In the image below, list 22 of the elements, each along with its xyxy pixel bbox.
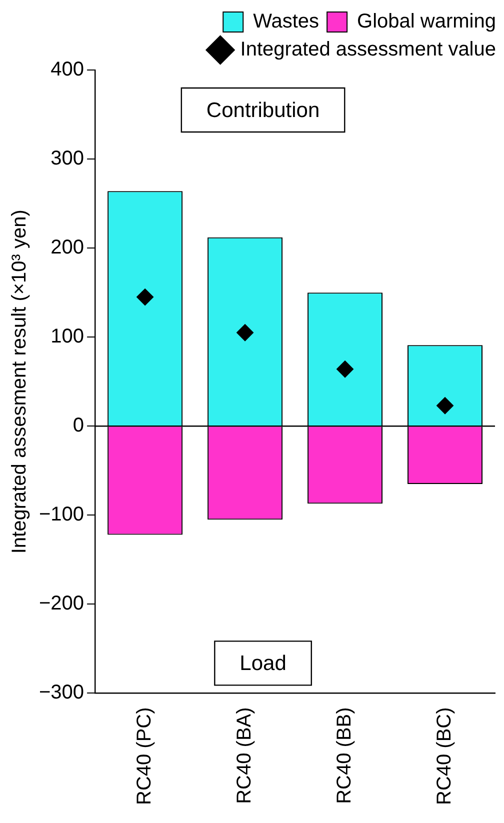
y-tick-label: −200 (38, 592, 84, 615)
y-tick-label: −100 (38, 504, 84, 526)
legend-label: Integrated assessment value (240, 38, 496, 61)
point (336, 360, 354, 378)
legend-label: Global warming (357, 10, 496, 33)
x-tick-label: RC40 (BB) (334, 707, 356, 804)
point (436, 397, 454, 414)
annotation: Contribution (206, 98, 320, 122)
y-tick-label: 100 (50, 326, 84, 348)
point (136, 288, 154, 306)
y-tick-label: 400 (50, 58, 84, 81)
y-axis-title: Integrated assesment result (×10³ yen) (8, 210, 31, 554)
y-tick-label: 300 (50, 148, 84, 170)
x-tick-label: RC40 (PC) (134, 707, 156, 806)
y-tick-label: 0 (72, 414, 84, 437)
x-tick-label: RC40 (BC) (434, 707, 456, 806)
y-tick-label: −300 (38, 682, 84, 704)
legend-label: Wastes (253, 10, 320, 33)
y-tick-label: 200 (50, 236, 84, 259)
annotation: Load (240, 652, 286, 676)
point (236, 324, 254, 342)
x-tick-label: RC40 (BA) (234, 707, 256, 804)
